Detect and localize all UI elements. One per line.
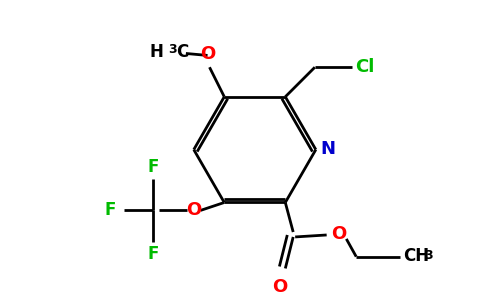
Text: 3: 3 (168, 44, 177, 56)
Text: O: O (186, 201, 201, 219)
Text: F: F (105, 201, 116, 219)
Text: CH: CH (404, 247, 430, 265)
Text: N: N (321, 140, 336, 158)
Text: O: O (200, 45, 215, 63)
Text: F: F (148, 245, 159, 263)
Text: F: F (148, 158, 159, 176)
Text: C: C (176, 44, 188, 62)
Text: 3: 3 (424, 249, 433, 262)
Text: H: H (150, 44, 163, 62)
Text: Cl: Cl (355, 58, 375, 76)
Text: O: O (332, 225, 347, 243)
Text: O: O (272, 278, 287, 296)
